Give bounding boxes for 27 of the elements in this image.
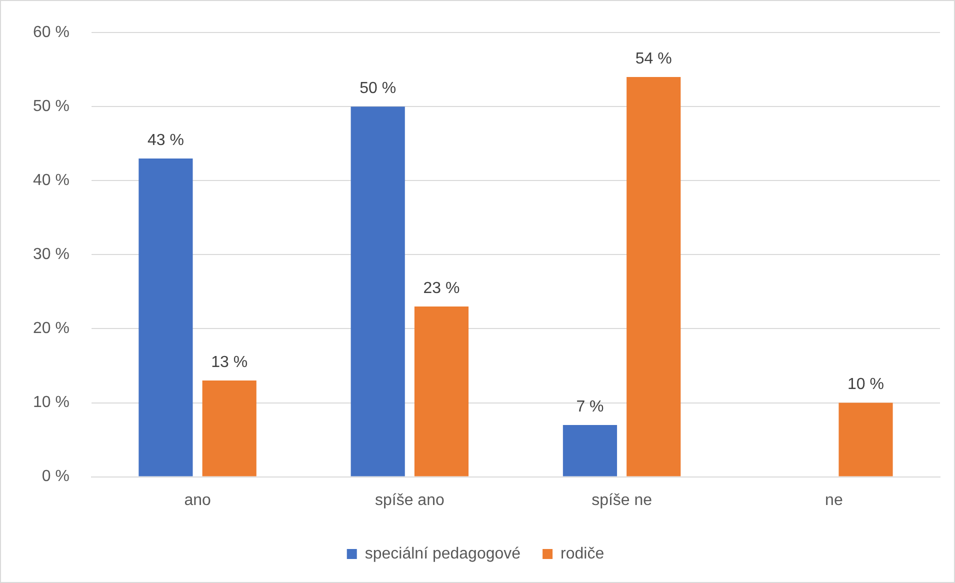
y-tick-label: 40 % <box>33 172 70 190</box>
data-label: 43 % <box>147 132 184 149</box>
data-label: 54 % <box>635 50 672 68</box>
y-tick-label: 0 % <box>42 468 70 486</box>
bar <box>350 106 405 476</box>
y-tick-label: 50 % <box>33 98 70 116</box>
data-label: 13 % <box>211 354 248 371</box>
data-label: 10 % <box>848 376 884 394</box>
legend-label: speciální pedagogové <box>364 545 521 562</box>
data-label: 50 % <box>360 80 396 98</box>
x-tick-label: spíše ano <box>374 492 444 509</box>
bar <box>202 380 256 476</box>
data-label: 7 % <box>576 398 604 416</box>
y-tick-label: 60 % <box>33 24 70 42</box>
x-tick-label: ne <box>825 492 843 509</box>
x-tick-label: spíše ne <box>592 492 652 509</box>
legend-label: rodiče <box>560 545 604 562</box>
y-tick-label: 10 % <box>33 394 70 412</box>
x-tick-label: ano <box>184 492 211 509</box>
bar <box>838 402 893 476</box>
bar <box>562 424 618 476</box>
y-tick-label: 30 % <box>33 246 70 264</box>
y-tick-label: 20 % <box>33 320 70 338</box>
bar <box>626 77 681 476</box>
bar <box>138 158 193 476</box>
data-label: 23 % <box>423 280 460 297</box>
bar <box>414 306 469 476</box>
